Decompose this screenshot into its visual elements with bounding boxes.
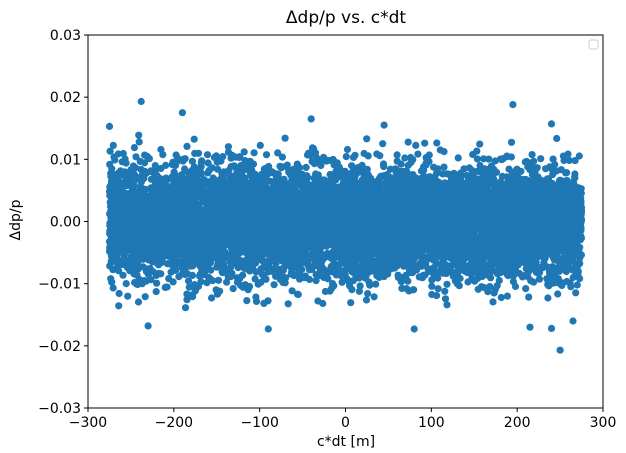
data-point [485, 155, 493, 163]
data-point [106, 147, 114, 155]
data-point [183, 142, 191, 150]
data-point [347, 299, 355, 307]
data-point [312, 277, 320, 285]
data-point [407, 158, 415, 166]
scatter-points [105, 97, 586, 354]
data-point [154, 269, 163, 278]
data-point [537, 155, 545, 163]
data-point [224, 143, 232, 151]
data-point [175, 273, 183, 281]
data-point [130, 144, 138, 152]
data-point [401, 274, 409, 282]
data-point [203, 151, 212, 159]
data-point [183, 296, 191, 304]
data-point [495, 276, 503, 285]
data-point [314, 297, 322, 305]
data-point [565, 156, 573, 164]
data-point [443, 301, 451, 309]
data-point [549, 155, 557, 163]
data-point [204, 159, 212, 167]
data-point [522, 285, 530, 293]
data-point [149, 268, 157, 276]
data-point [288, 287, 296, 295]
data-point [270, 281, 278, 289]
chart-title: Δdp/p vs. c*dt [286, 8, 406, 28]
data-point [489, 298, 497, 306]
data-point [517, 167, 525, 175]
data-point [364, 290, 372, 298]
data-point [393, 151, 401, 159]
data-point [197, 278, 205, 286]
data-point [233, 164, 242, 172]
data-point [178, 171, 186, 179]
data-point [141, 293, 149, 301]
data-point [349, 277, 357, 285]
data-point [122, 280, 130, 288]
data-point [135, 138, 143, 146]
data-point [284, 300, 292, 308]
data-point [379, 140, 387, 148]
data-point [471, 277, 479, 285]
data-point [576, 275, 584, 283]
data-point [260, 273, 268, 281]
data-point [109, 284, 117, 292]
data-point [250, 149, 258, 157]
data-point [109, 141, 117, 149]
data-point [132, 153, 140, 161]
data-point [341, 167, 349, 175]
data-point [194, 149, 203, 157]
data-point [469, 150, 477, 159]
data-point [274, 170, 282, 178]
data-point [134, 298, 143, 306]
data-point [571, 157, 579, 165]
data-point [412, 141, 420, 149]
data-point [214, 165, 222, 173]
data-point [573, 281, 581, 289]
data-point [184, 277, 193, 285]
data-point [190, 135, 198, 143]
data-point [282, 274, 290, 282]
data-point [456, 274, 464, 283]
data-point [525, 293, 533, 301]
data-point [157, 164, 165, 173]
data-point [212, 152, 220, 160]
data-point [181, 304, 190, 312]
data-point [219, 153, 227, 161]
data-point [115, 289, 123, 298]
data-point [240, 148, 248, 156]
data-point [342, 153, 350, 161]
data-point [168, 160, 176, 169]
data-point [433, 139, 441, 147]
data-point [152, 288, 160, 296]
data-point [252, 293, 260, 301]
data-point [249, 160, 258, 168]
data-point [421, 139, 429, 147]
data-point [262, 151, 271, 159]
data-point [161, 283, 169, 291]
data-point [394, 273, 402, 282]
data-point [274, 149, 282, 157]
data-point [362, 296, 371, 304]
data-point [474, 285, 482, 293]
data-point [119, 271, 127, 279]
data-point [291, 168, 300, 176]
data-point [473, 155, 481, 163]
data-point [355, 287, 363, 295]
data-point [256, 141, 264, 149]
data-point [441, 295, 450, 303]
data-point [548, 165, 556, 173]
data-point [543, 175, 552, 183]
data-point [121, 155, 129, 163]
data-point [507, 138, 516, 146]
data-point [348, 286, 356, 294]
data-point [251, 275, 259, 283]
